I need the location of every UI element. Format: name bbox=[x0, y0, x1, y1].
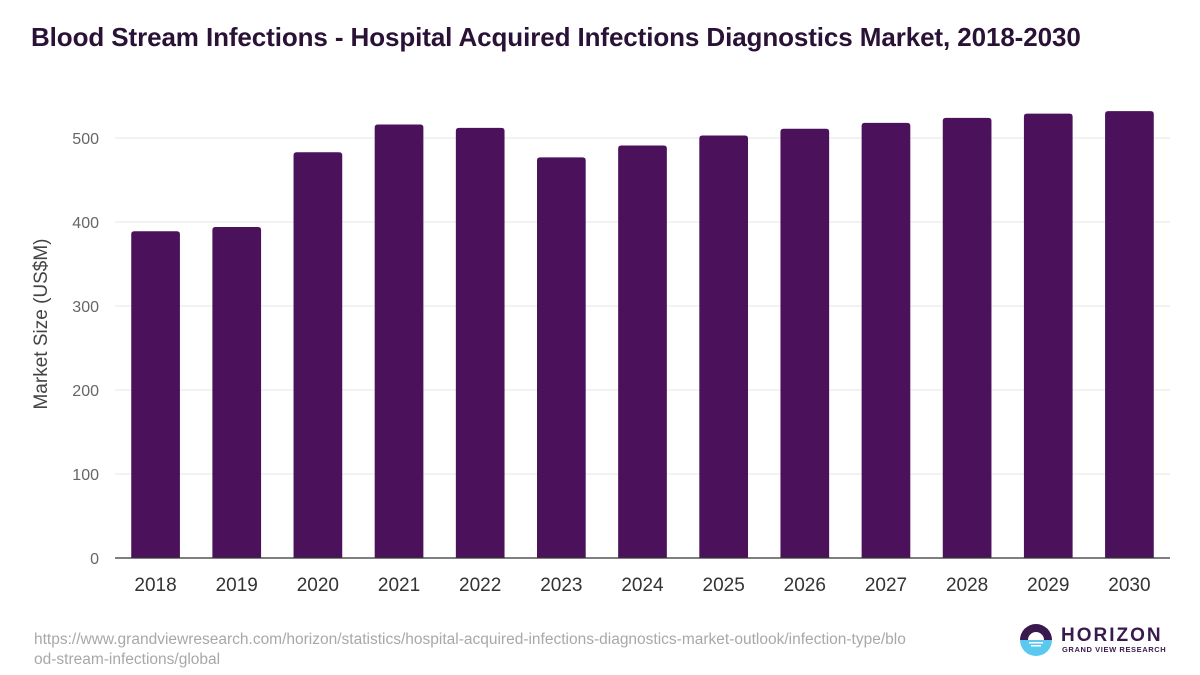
x-tick-label: 2021 bbox=[378, 575, 420, 596]
bar-2029 bbox=[1023, 113, 1073, 558]
horizon-logo-icon bbox=[1020, 624, 1052, 656]
x-tick-label: 2027 bbox=[865, 575, 907, 596]
axes: 0 100 200 300 400 500 2018 2019 2020 2021 2022 2023… bbox=[72, 131, 1170, 596]
horizon-logo[interactable]: HORIZON GRAND VIEW RESEARCH bbox=[1019, 622, 1166, 658]
x-tick-label: 2028 bbox=[946, 575, 988, 596]
x-tick-label: 2024 bbox=[621, 575, 664, 596]
bar-2027 bbox=[861, 122, 911, 558]
x-tick-label: 2025 bbox=[703, 575, 745, 596]
y-tick-label: 200 bbox=[72, 383, 99, 400]
source-url[interactable]: https://www.grandviewresearch.com/horizo… bbox=[34, 631, 906, 668]
y-tick-label: 400 bbox=[72, 215, 99, 232]
bar-2019 bbox=[212, 227, 262, 559]
y-tick-label: 0 bbox=[90, 551, 99, 568]
bar-2022 bbox=[455, 127, 505, 559]
x-tick-label: 2030 bbox=[1108, 575, 1150, 596]
bar-2018 bbox=[131, 231, 180, 559]
bar-2024 bbox=[618, 145, 667, 558]
bars bbox=[131, 111, 1154, 559]
y-tick-label: 100 bbox=[72, 467, 99, 484]
x-tick-label: 2026 bbox=[784, 575, 826, 596]
logo-subtitle: GRAND VIEW RESEARCH bbox=[1062, 645, 1167, 654]
x-tick-label: 2022 bbox=[459, 575, 501, 596]
bar-2020 bbox=[293, 152, 343, 558]
bar-2025 bbox=[699, 135, 748, 559]
logo-name: HORIZON bbox=[1061, 625, 1163, 646]
x-tick-label: 2019 bbox=[216, 575, 258, 596]
bar-2023 bbox=[537, 157, 586, 558]
bar-2026 bbox=[780, 128, 830, 558]
bar-2030 bbox=[1105, 111, 1154, 559]
chart-title: Blood Stream Infections - Hospital Acqui… bbox=[31, 22, 1081, 52]
x-tick-label: 2029 bbox=[1027, 575, 1069, 596]
x-tick-label: 2018 bbox=[134, 575, 176, 596]
x-tick-label: 2020 bbox=[297, 575, 339, 596]
bar-2028 bbox=[942, 117, 992, 558]
y-tick-label: 500 bbox=[72, 131, 99, 148]
y-axis-label: Market Size (US$M) bbox=[31, 238, 52, 409]
x-tick-label: 2023 bbox=[540, 575, 582, 596]
y-tick-label: 300 bbox=[72, 299, 99, 316]
bar-2021 bbox=[374, 124, 424, 558]
